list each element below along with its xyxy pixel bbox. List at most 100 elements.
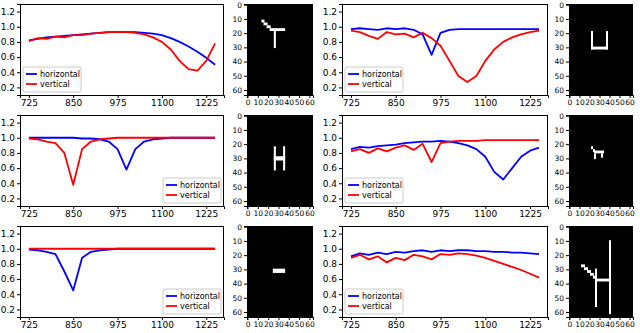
tick-mark — [339, 57, 342, 58]
tick: 850 — [65, 206, 82, 219]
tick: 60 — [554, 308, 569, 317]
tick: 20 — [232, 251, 247, 260]
tick-label: 50 — [295, 209, 305, 218]
white-pixels — [590, 273, 594, 276]
tick: 50 — [232, 72, 247, 81]
tick-mark — [17, 249, 20, 250]
y-axis-line — [17, 116, 21, 207]
tick: 50 — [295, 95, 305, 107]
tick: 0.2 — [323, 83, 342, 93]
tick-mark — [17, 27, 20, 28]
tick-label: 20 — [554, 29, 564, 38]
series-line — [29, 32, 215, 71]
tick-mark — [566, 90, 569, 91]
tick-mark — [566, 158, 569, 159]
tick-label: 0 — [559, 112, 564, 121]
legend-swatch — [26, 83, 37, 85]
tick: 20 — [585, 95, 595, 107]
legend-swatch — [166, 184, 177, 186]
tick-mark — [339, 27, 342, 28]
tick-label: 60 — [305, 320, 315, 329]
tick-label: 1.2 — [1, 229, 15, 239]
y-axis-line — [244, 5, 248, 96]
tick: 725 — [343, 206, 360, 219]
tick-label: 30 — [554, 154, 564, 163]
legend-swatch — [166, 295, 177, 297]
tick: 1.2 — [1, 229, 20, 239]
tick: 1100 — [474, 317, 497, 330]
tick: 60 — [232, 197, 247, 206]
tick: 1.0 — [1, 244, 20, 254]
tick-label: 10 — [232, 15, 242, 24]
y-axis: 0102030405060 — [554, 112, 569, 207]
tick-label: 0.6 — [1, 52, 16, 62]
series-line — [351, 141, 539, 180]
tick-label: 0.2 — [1, 305, 15, 315]
tick: 30 — [274, 317, 284, 329]
frame-top — [569, 226, 633, 227]
tick: 10 — [232, 237, 247, 246]
tick-label: 0 — [246, 320, 251, 329]
tick-mark — [244, 187, 247, 188]
tick-mark — [244, 116, 247, 117]
tick-label: 30 — [232, 265, 242, 274]
frame-top — [20, 115, 224, 116]
tick-label: 975 — [109, 209, 126, 219]
tick: 40 — [284, 95, 294, 107]
tick: 50 — [554, 72, 569, 81]
white-pixels — [261, 20, 264, 23]
tick-label: 30 — [595, 320, 605, 329]
tick: 20 — [264, 206, 274, 218]
y-axis: 0.20.40.60.81.01.2 — [323, 116, 343, 207]
tick-label: 10 — [554, 126, 564, 135]
tick-label: 975 — [432, 98, 449, 108]
tick-mark — [566, 227, 569, 228]
tick: 1.0 — [323, 133, 342, 143]
tick-label: 20 — [554, 140, 564, 149]
tick: 1225 — [519, 206, 542, 219]
tick: 850 — [65, 95, 82, 108]
tick: 10 — [554, 237, 569, 246]
x-axis: 0102030405060 — [568, 95, 635, 107]
tick: 0.2 — [1, 305, 20, 315]
legend-label: horizontal — [180, 292, 220, 301]
tick-label: 30 — [274, 209, 284, 218]
white-pixels — [591, 146, 593, 149]
tick-label: 60 — [232, 197, 242, 206]
tick: 725 — [21, 95, 38, 108]
tick-label: 1100 — [474, 320, 497, 330]
tick-label: 0.2 — [1, 83, 15, 93]
tick-label: 50 — [615, 320, 625, 329]
tick-mark — [566, 62, 569, 63]
series-line — [351, 250, 539, 256]
tick-label: 975 — [432, 209, 449, 219]
tick: 20 — [264, 317, 274, 329]
tick-label: 10 — [232, 126, 242, 135]
y-axis: 0102030405060 — [554, 223, 569, 318]
tick-label: 0.4 — [323, 290, 338, 300]
legend-label: vertical — [362, 80, 392, 89]
white-pixels — [270, 28, 285, 31]
tick-label: 40 — [554, 57, 564, 66]
tick: 60 — [305, 206, 315, 218]
series-line — [351, 253, 539, 277]
tick-label: 40 — [554, 168, 564, 177]
legend-swatch — [166, 194, 177, 196]
tick-mark — [17, 57, 20, 58]
x-axis: 72585097511001225 — [343, 206, 549, 219]
frame-right — [547, 115, 548, 206]
tick-label: 1.0 — [323, 244, 338, 254]
tick: 50 — [295, 206, 305, 218]
tick: 30 — [274, 95, 284, 107]
tick-label: 850 — [65, 98, 82, 108]
legend-label: vertical — [180, 191, 210, 200]
tick-label: 0 — [568, 209, 573, 218]
tick-label: 850 — [388, 98, 405, 108]
tick: 1225 — [195, 317, 218, 330]
x-axis: 0102030405060 — [568, 317, 635, 329]
tick-label: 30 — [595, 209, 605, 218]
tick: 1100 — [474, 95, 497, 108]
tick-mark — [244, 201, 247, 202]
tick-label: 725 — [343, 98, 360, 108]
y-axis-line — [566, 5, 570, 96]
